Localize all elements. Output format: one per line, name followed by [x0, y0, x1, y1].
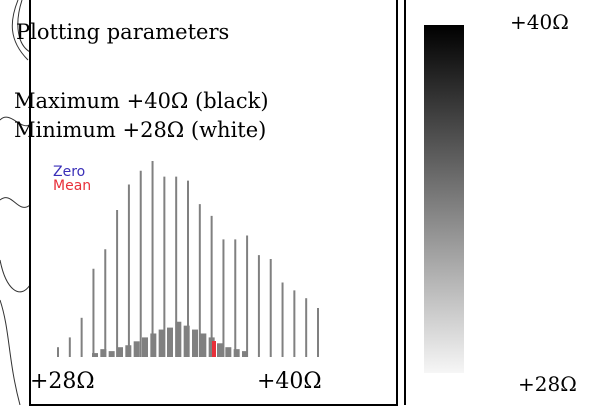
panel-title: Plotting parameters — [16, 20, 230, 44]
histogram-mean-marker — [212, 341, 216, 357]
histogram-low-bar — [183, 325, 190, 357]
histogram-low-bar — [158, 329, 165, 357]
histogram-low-bar — [175, 321, 182, 357]
histogram-low-bar — [117, 347, 123, 357]
histogram-low-bar — [100, 349, 107, 357]
legend-zero: Zero — [53, 164, 86, 180]
histogram-low-bar — [208, 337, 215, 357]
histogram-low-bar — [108, 351, 115, 357]
histogram-low-bar — [92, 353, 98, 357]
legend-mean: Mean — [53, 178, 92, 194]
panel-divider — [404, 0, 406, 405]
histogram-low-bar — [233, 349, 240, 357]
maximum-label: Maximum +40Ω (black) — [14, 89, 269, 113]
histogram-low-bar — [167, 327, 173, 357]
contour-map-edge — [0, 0, 30, 405]
histogram-low-bar — [200, 333, 207, 357]
minimum-label: Minimum +28Ω (white) — [14, 118, 267, 142]
histogram-low-bar — [225, 347, 232, 357]
histogram-low-bar — [217, 343, 223, 357]
histogram-min-label: +28Ω — [30, 369, 95, 394]
value-histogram — [57, 161, 319, 357]
histogram-low-bar — [142, 337, 148, 357]
histogram-low-bar — [150, 333, 157, 357]
histogram-low-bar — [242, 351, 248, 357]
histogram-low-bar — [133, 341, 140, 357]
histogram-max-label: +40Ω — [257, 369, 322, 394]
grayscale-colorbar — [424, 25, 464, 373]
colorbar-max-label: +40Ω — [510, 10, 569, 34]
colorbar-min-label: +28Ω — [518, 372, 577, 396]
histogram-low-bar — [125, 345, 132, 357]
histogram-low-bar — [192, 329, 198, 357]
